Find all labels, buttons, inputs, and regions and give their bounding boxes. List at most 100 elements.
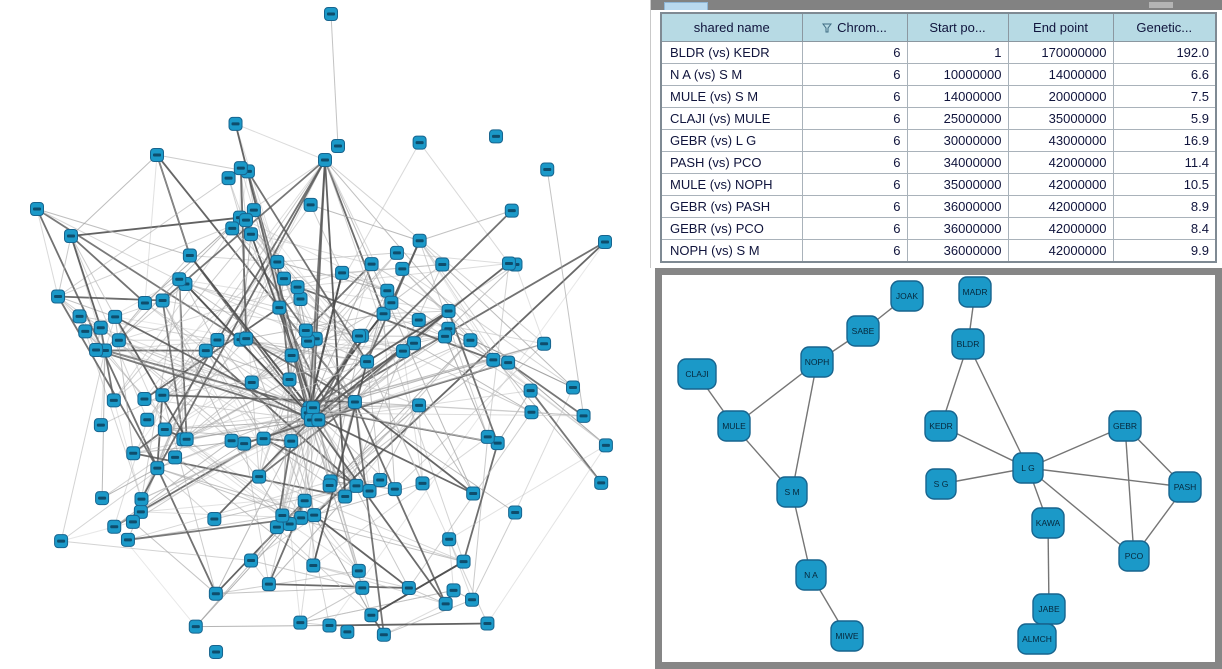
overview-node[interactable] — [93, 320, 108, 335]
overview-node[interactable] — [93, 418, 108, 433]
overview-edge[interactable] — [383, 603, 446, 636]
overview-edge[interactable] — [104, 349, 310, 409]
overview-edge[interactable] — [156, 154, 191, 256]
overview-edge[interactable] — [57, 235, 72, 297]
overview-node[interactable] — [364, 608, 379, 623]
overview-network-canvas[interactable] — [0, 0, 650, 669]
overview-edge[interactable] — [250, 560, 363, 589]
overview-edge[interactable] — [309, 339, 471, 409]
overview-edge[interactable] — [215, 500, 306, 595]
overview-edge[interactable] — [245, 219, 278, 263]
overview-edge[interactable] — [307, 412, 474, 495]
overview-node[interactable] — [598, 235, 612, 249]
overview-node[interactable] — [95, 491, 110, 506]
overview-node[interactable] — [243, 227, 258, 242]
overview-edge[interactable] — [113, 233, 252, 401]
table-cell[interactable]: N A (vs) S M — [660, 63, 803, 86]
overview-edge[interactable] — [36, 208, 59, 297]
overview-node[interactable] — [594, 475, 609, 490]
table-cell[interactable]: 10000000 — [906, 63, 1009, 86]
overview-edge[interactable] — [247, 170, 368, 363]
table-cell[interactable]: MULE (vs) NOPH — [660, 173, 803, 196]
overview-node[interactable] — [282, 372, 297, 387]
table-cell[interactable]: 42000000 — [1007, 239, 1114, 263]
overview-node[interactable] — [324, 7, 338, 21]
detail-node-PCO[interactable]: PCO — [1118, 540, 1150, 572]
detail-edge-LG-PCO[interactable] — [1027, 467, 1135, 557]
overview-edge[interactable] — [383, 310, 449, 315]
table-row[interactable]: PASH (vs) PCO 6 34000000 42000000 11.4 — [660, 151, 1217, 174]
overview-edge[interactable] — [462, 442, 499, 562]
table-row[interactable]: MULE (vs) NOPH 6 35000000 42000000 10.5 — [660, 173, 1217, 196]
overview-edge[interactable] — [447, 264, 516, 330]
detail-edge-BLDR-LG[interactable] — [967, 343, 1029, 469]
overview-edge[interactable] — [146, 159, 326, 421]
overview-edge[interactable] — [101, 467, 158, 499]
overview-node[interactable] — [198, 343, 213, 358]
overview-node[interactable] — [297, 493, 312, 508]
overview-edge[interactable] — [205, 204, 312, 351]
overview-edge[interactable] — [162, 159, 326, 302]
overview-edge[interactable] — [471, 512, 516, 601]
overview-edge[interactable] — [276, 407, 314, 528]
overview-edge[interactable] — [324, 159, 385, 315]
table-cell[interactable]: 25000000 — [906, 107, 1009, 130]
detail-node-SM[interactable]: S M — [776, 476, 808, 508]
overview-edge[interactable] — [314, 514, 464, 563]
table-row[interactable]: MULE (vs) S M 6 14000000 20000000 7.5 — [660, 85, 1217, 108]
overview-node[interactable] — [261, 577, 276, 592]
overview-edge[interactable] — [57, 296, 106, 351]
table-tab[interactable] — [664, 2, 708, 10]
overview-node[interactable] — [306, 400, 321, 415]
overview-edge[interactable] — [307, 310, 449, 414]
overview-edge[interactable] — [401, 268, 471, 341]
detail-node-SG[interactable]: S G — [925, 468, 957, 500]
overview-node[interactable] — [566, 380, 581, 395]
overview-node[interactable] — [221, 171, 236, 186]
overview-edge[interactable] — [297, 286, 494, 361]
overview-node[interactable] — [360, 354, 375, 369]
table-cell[interactable]: 7.5 — [1112, 85, 1217, 108]
overview-edge[interactable] — [235, 123, 326, 161]
overview-edge[interactable] — [100, 327, 245, 445]
overview-edge[interactable] — [189, 255, 278, 263]
detail-edge-LG-PASH[interactable] — [1027, 467, 1186, 488]
overview-edge[interactable] — [354, 339, 471, 403]
overview-edge[interactable] — [289, 419, 319, 525]
table-cell[interactable]: 42000000 — [1007, 151, 1114, 174]
overview-edge[interactable] — [114, 316, 188, 440]
overview-edge[interactable] — [101, 438, 187, 499]
overview-edge[interactable] — [402, 268, 574, 388]
overview-node[interactable] — [150, 148, 164, 162]
overview-edge[interactable] — [57, 296, 116, 318]
overview-edge[interactable] — [383, 599, 473, 636]
filter-funnel-icon[interactable] — [822, 21, 833, 36]
overview-edge[interactable] — [324, 159, 347, 497]
overview-edge[interactable] — [239, 168, 248, 339]
overview-node[interactable] — [504, 203, 519, 218]
overview-edge[interactable] — [310, 362, 509, 421]
overview-edge[interactable] — [383, 599, 473, 636]
table-cell[interactable]: 35000000 — [1007, 107, 1114, 130]
overview-edge[interactable] — [268, 583, 409, 589]
overview-node[interactable] — [239, 331, 254, 346]
overview-edge[interactable] — [185, 283, 356, 403]
overview-node[interactable] — [347, 394, 362, 409]
table-cell[interactable]: 6 — [801, 239, 908, 263]
overview-edge[interactable] — [118, 339, 312, 421]
table-cell[interactable]: PASH (vs) PCO — [660, 151, 803, 174]
detail-node-NA[interactable]: N A — [795, 559, 827, 591]
overview-edge[interactable] — [258, 419, 312, 477]
table-cell[interactable]: 6.6 — [1112, 63, 1217, 86]
table-cell[interactable]: GEBR (vs) PCO — [660, 217, 803, 240]
overview-node[interactable] — [224, 433, 239, 448]
overview-edge[interactable] — [514, 387, 574, 513]
overview-edge[interactable] — [205, 350, 265, 439]
overview-node[interactable] — [311, 412, 326, 427]
overview-edge[interactable] — [70, 235, 148, 420]
table-cell[interactable]: 9.9 — [1112, 239, 1217, 263]
overview-node[interactable] — [407, 336, 422, 351]
overview-node[interactable] — [252, 469, 267, 484]
overview-node[interactable] — [64, 229, 78, 243]
table-cell[interactable]: 5.9 — [1112, 107, 1217, 130]
